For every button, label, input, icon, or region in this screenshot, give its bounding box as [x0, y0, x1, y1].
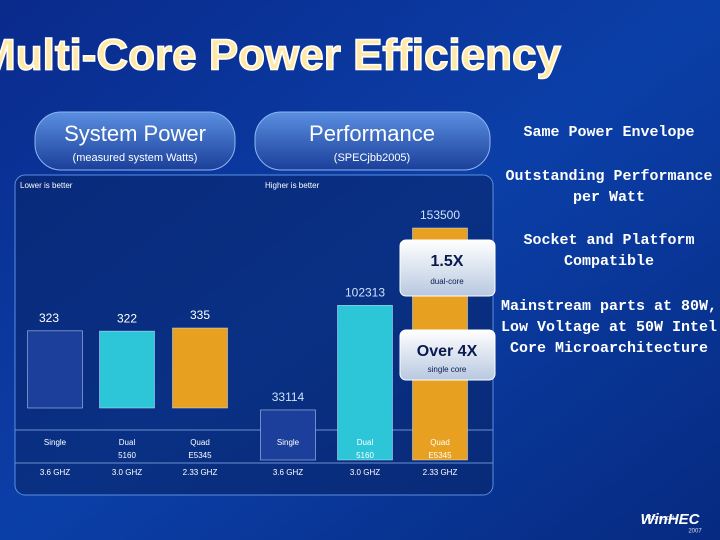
chart-subtitle: (SPECjbb2005)	[334, 152, 410, 164]
bar	[260, 409, 316, 461]
model-label: 5160	[356, 451, 374, 460]
frequency-label: 3.0 GHZ	[112, 468, 142, 477]
bullet: Outstanding Performance per Watt	[505, 168, 713, 206]
bullet: Socket and Platform Compatible	[523, 232, 695, 270]
category-label: Dual	[357, 438, 374, 447]
category-label: Single	[277, 438, 300, 447]
annotation-subtext: dual-core	[430, 277, 464, 286]
value-label: 153500	[420, 208, 460, 222]
logo-name: WinHEC	[640, 511, 700, 528]
chart-title: System Power	[64, 121, 206, 146]
annotation-subtext: single core	[428, 365, 467, 374]
value-label: 102313	[345, 286, 385, 300]
bar	[99, 330, 155, 409]
category-label: Single	[44, 438, 67, 447]
chart-note: Lower is better	[20, 181, 73, 190]
frequency-label: 3.6 GHZ	[40, 468, 70, 477]
frequency-label: 2.33 GHZ	[423, 468, 458, 477]
frequency-label: 3.0 GHZ	[350, 468, 380, 477]
bullet: Mainstream parts at 80W, Low Voltage at …	[500, 298, 718, 357]
slide-title: Multi-Core Power Efficiency	[0, 31, 561, 80]
bar	[337, 305, 393, 461]
model-label: E5345	[428, 451, 452, 460]
value-label: 33114	[272, 390, 305, 404]
chart-subtitle: (measured system Watts)	[73, 152, 198, 164]
value-label: 323	[39, 311, 59, 325]
header-pill	[34, 111, 236, 171]
annotation-box	[399, 239, 496, 297]
category-label: Quad	[430, 438, 450, 447]
bullet: Same Power Envelope	[523, 124, 695, 141]
chart-title: Performance	[309, 121, 435, 146]
frequency-label: 3.6 GHZ	[273, 468, 303, 477]
category-label: Dual	[119, 438, 136, 447]
value-label: 322	[117, 311, 137, 325]
chart-note: Higher is better	[265, 181, 320, 190]
model-label: 5160	[118, 451, 136, 460]
bar	[172, 327, 228, 409]
frequency-label: 2.33 GHZ	[183, 468, 218, 477]
header-pill	[254, 111, 491, 171]
value-label: 335	[190, 308, 210, 322]
bar	[27, 330, 83, 409]
annotation-text: Over 4X	[417, 343, 478, 360]
model-label: E5345	[188, 451, 212, 460]
logo-brand: Microsoft	[646, 515, 674, 522]
category-label: Quad	[190, 438, 210, 447]
annotation-text: 1.5X	[431, 253, 464, 270]
logo-year: 2007	[688, 529, 702, 535]
annotation-box	[399, 329, 496, 381]
